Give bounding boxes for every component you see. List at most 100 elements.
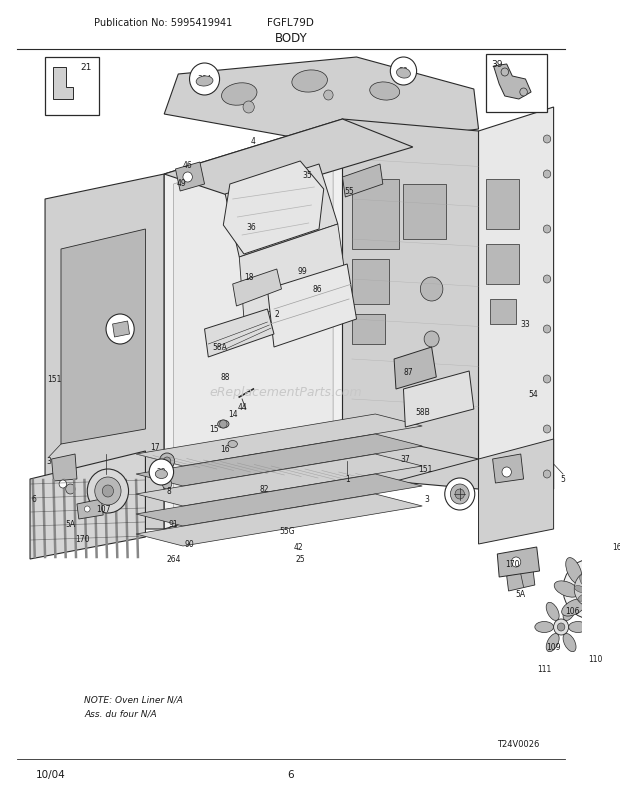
Circle shape xyxy=(587,585,596,594)
Ellipse shape xyxy=(603,581,620,597)
Text: 55: 55 xyxy=(344,187,354,196)
Bar xyxy=(486,180,519,229)
Polygon shape xyxy=(205,310,274,358)
Polygon shape xyxy=(164,119,342,529)
Circle shape xyxy=(190,64,219,96)
Text: BODY: BODY xyxy=(275,32,308,45)
Text: 99: 99 xyxy=(297,267,307,276)
Ellipse shape xyxy=(575,585,585,593)
Ellipse shape xyxy=(588,572,595,583)
Text: 87: 87 xyxy=(404,368,413,377)
Text: 5A: 5A xyxy=(65,520,76,529)
Circle shape xyxy=(543,225,551,233)
Text: 15: 15 xyxy=(209,425,219,434)
Circle shape xyxy=(554,619,569,635)
Text: 110: 110 xyxy=(588,654,603,664)
Polygon shape xyxy=(342,164,383,198)
Polygon shape xyxy=(113,322,130,338)
Text: 49: 49 xyxy=(176,178,186,187)
Text: 163: 163 xyxy=(612,543,620,552)
Text: eReplacementParts.com: eReplacementParts.com xyxy=(210,386,363,399)
Text: 109: 109 xyxy=(546,642,561,652)
Ellipse shape xyxy=(370,83,400,101)
Ellipse shape xyxy=(597,585,608,593)
Polygon shape xyxy=(394,347,436,390)
Bar xyxy=(45,58,99,115)
Text: 88: 88 xyxy=(221,373,230,382)
Ellipse shape xyxy=(596,592,603,603)
Text: 55G: 55G xyxy=(279,527,295,536)
Bar xyxy=(352,180,399,249)
Text: 25: 25 xyxy=(296,555,305,564)
Text: 106: 106 xyxy=(565,607,580,616)
Circle shape xyxy=(445,479,475,510)
Circle shape xyxy=(557,623,565,631)
Polygon shape xyxy=(164,58,479,148)
Text: 14: 14 xyxy=(228,410,237,419)
Polygon shape xyxy=(53,68,73,100)
Circle shape xyxy=(84,506,90,512)
Text: 58B: 58B xyxy=(415,408,430,417)
Text: 86: 86 xyxy=(312,286,322,294)
Text: 170: 170 xyxy=(505,560,520,569)
Polygon shape xyxy=(136,494,422,546)
Polygon shape xyxy=(61,229,146,444)
Bar xyxy=(404,184,446,240)
Text: 23: 23 xyxy=(157,468,166,477)
Text: 151: 151 xyxy=(47,375,61,384)
Circle shape xyxy=(512,557,521,567)
Ellipse shape xyxy=(221,83,257,106)
Polygon shape xyxy=(239,225,347,320)
Polygon shape xyxy=(479,439,554,545)
Ellipse shape xyxy=(600,594,616,621)
Ellipse shape xyxy=(578,594,588,602)
Text: 264: 264 xyxy=(166,555,181,564)
Polygon shape xyxy=(136,455,422,506)
Polygon shape xyxy=(164,119,413,200)
Circle shape xyxy=(87,469,128,513)
Polygon shape xyxy=(175,163,205,192)
Circle shape xyxy=(106,314,134,345)
Polygon shape xyxy=(267,265,356,347)
Circle shape xyxy=(543,326,551,334)
Circle shape xyxy=(420,277,443,302)
Polygon shape xyxy=(45,175,164,529)
Text: 4: 4 xyxy=(251,137,256,146)
Polygon shape xyxy=(494,65,531,100)
Polygon shape xyxy=(223,162,324,255)
Circle shape xyxy=(183,172,192,183)
Text: 33: 33 xyxy=(521,320,530,329)
Polygon shape xyxy=(479,107,554,489)
Text: 111: 111 xyxy=(537,665,551,674)
Circle shape xyxy=(450,484,469,504)
Circle shape xyxy=(502,468,512,477)
Ellipse shape xyxy=(596,562,620,580)
Text: 36: 36 xyxy=(247,223,256,233)
Circle shape xyxy=(163,457,170,465)
Bar xyxy=(486,55,547,113)
Circle shape xyxy=(149,460,174,485)
Bar xyxy=(352,314,384,345)
Ellipse shape xyxy=(588,596,595,607)
Ellipse shape xyxy=(196,77,213,87)
Polygon shape xyxy=(225,164,338,257)
Text: 1: 1 xyxy=(345,475,350,484)
Text: 42: 42 xyxy=(293,543,303,552)
Bar xyxy=(486,245,519,285)
Circle shape xyxy=(324,91,333,101)
Circle shape xyxy=(543,471,551,479)
Ellipse shape xyxy=(155,470,167,479)
Text: 58A: 58A xyxy=(212,343,227,352)
Text: 3: 3 xyxy=(425,495,430,504)
Bar xyxy=(490,300,516,325)
Text: 151: 151 xyxy=(418,465,432,474)
Text: 82: 82 xyxy=(260,485,269,494)
Polygon shape xyxy=(232,269,281,306)
Text: 3: 3 xyxy=(46,457,51,466)
Circle shape xyxy=(66,484,75,494)
Circle shape xyxy=(543,375,551,383)
Circle shape xyxy=(95,477,121,505)
Ellipse shape xyxy=(562,599,586,616)
Text: 8: 8 xyxy=(167,487,171,496)
Polygon shape xyxy=(497,547,539,577)
